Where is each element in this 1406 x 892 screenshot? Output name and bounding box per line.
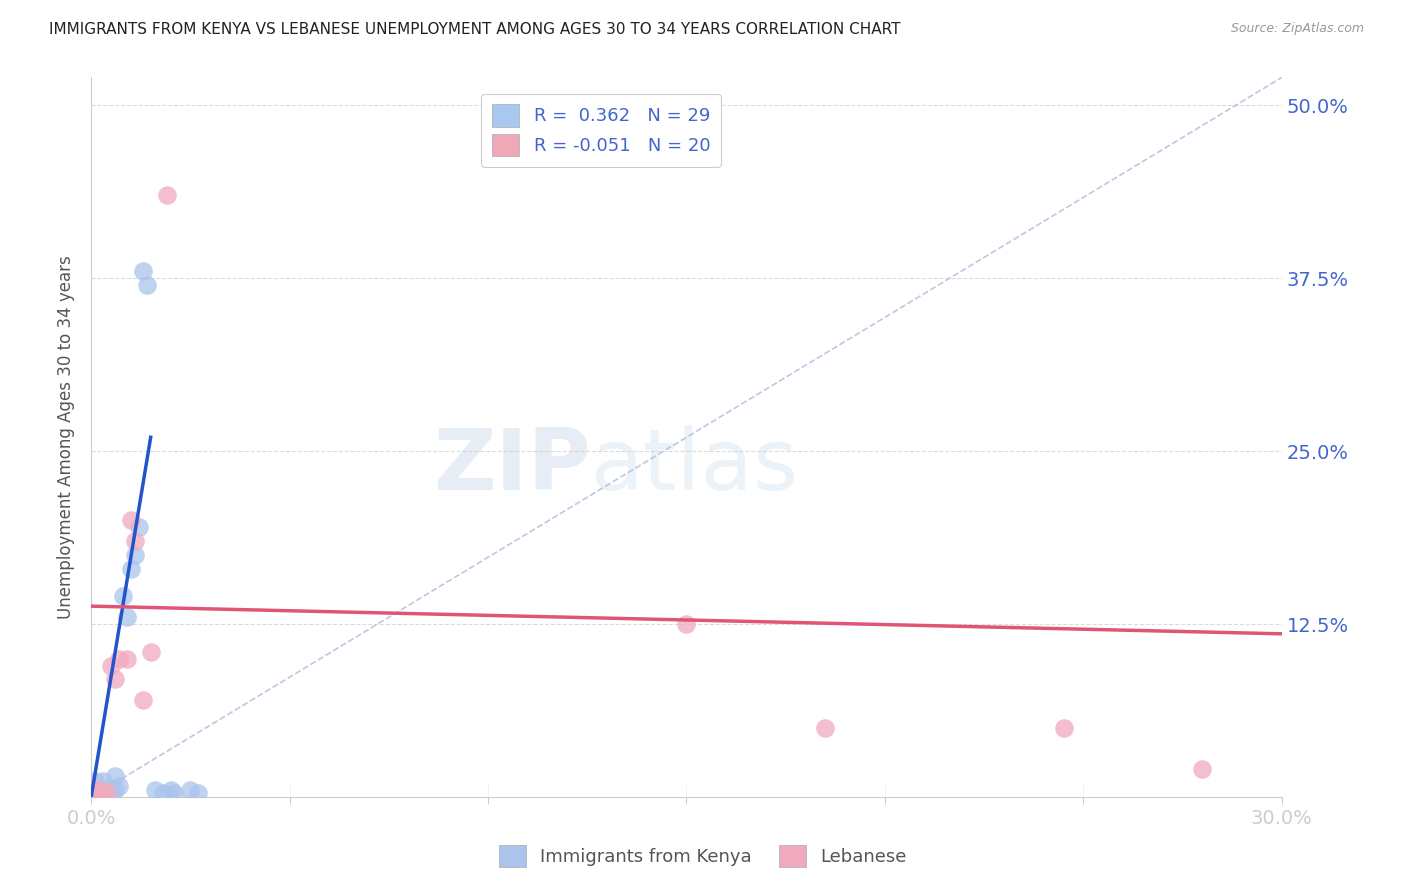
Legend: Immigrants from Kenya, Lebanese: Immigrants from Kenya, Lebanese	[492, 838, 914, 874]
Point	[84, 783, 107, 797]
Point	[120, 562, 142, 576]
Point	[84, 783, 107, 797]
Text: ZIP: ZIP	[433, 425, 592, 508]
Point	[135, 278, 157, 293]
Point	[84, 786, 107, 800]
Point	[100, 658, 122, 673]
Point	[120, 513, 142, 527]
Point	[128, 520, 150, 534]
Point	[87, 786, 110, 800]
Point	[91, 786, 114, 800]
Text: IMMIGRANTS FROM KENYA VS LEBANESE UNEMPLOYMENT AMONG AGES 30 TO 34 YEARS CORRELA: IMMIGRANTS FROM KENYA VS LEBANESE UNEMPL…	[49, 22, 901, 37]
Point	[96, 781, 118, 796]
Point	[159, 783, 181, 797]
Point	[132, 264, 155, 278]
Point	[155, 188, 177, 202]
Point	[84, 788, 107, 802]
Point	[187, 786, 209, 800]
Point	[814, 721, 837, 735]
Point	[115, 651, 138, 665]
Point	[1191, 763, 1213, 777]
Point	[87, 783, 110, 797]
Point	[100, 786, 122, 800]
Point	[91, 783, 114, 797]
Point	[115, 610, 138, 624]
Point	[163, 786, 186, 800]
Text: atlas: atlas	[592, 425, 799, 508]
Point	[84, 773, 107, 788]
Point	[104, 673, 127, 687]
Point	[124, 548, 146, 562]
Point	[104, 783, 127, 797]
Point	[104, 769, 127, 783]
Point	[87, 786, 110, 800]
Point	[143, 783, 166, 797]
Point	[91, 786, 114, 800]
Point	[87, 784, 110, 798]
Point	[139, 645, 162, 659]
Point	[179, 783, 201, 797]
Point	[675, 617, 697, 632]
Point	[96, 784, 118, 798]
Legend: R =  0.362   N = 29, R = -0.051   N = 20: R = 0.362 N = 29, R = -0.051 N = 20	[481, 94, 721, 167]
Point	[91, 773, 114, 788]
Point	[108, 651, 131, 665]
Text: Source: ZipAtlas.com: Source: ZipAtlas.com	[1230, 22, 1364, 36]
Point	[124, 534, 146, 549]
Point	[84, 788, 107, 802]
Point	[132, 693, 155, 707]
Point	[96, 784, 118, 798]
Point	[84, 786, 107, 800]
Point	[1052, 721, 1074, 735]
Y-axis label: Unemployment Among Ages 30 to 34 years: Unemployment Among Ages 30 to 34 years	[58, 255, 75, 619]
Point	[152, 786, 174, 800]
Point	[108, 779, 131, 793]
Point	[87, 783, 110, 797]
Point	[111, 590, 134, 604]
